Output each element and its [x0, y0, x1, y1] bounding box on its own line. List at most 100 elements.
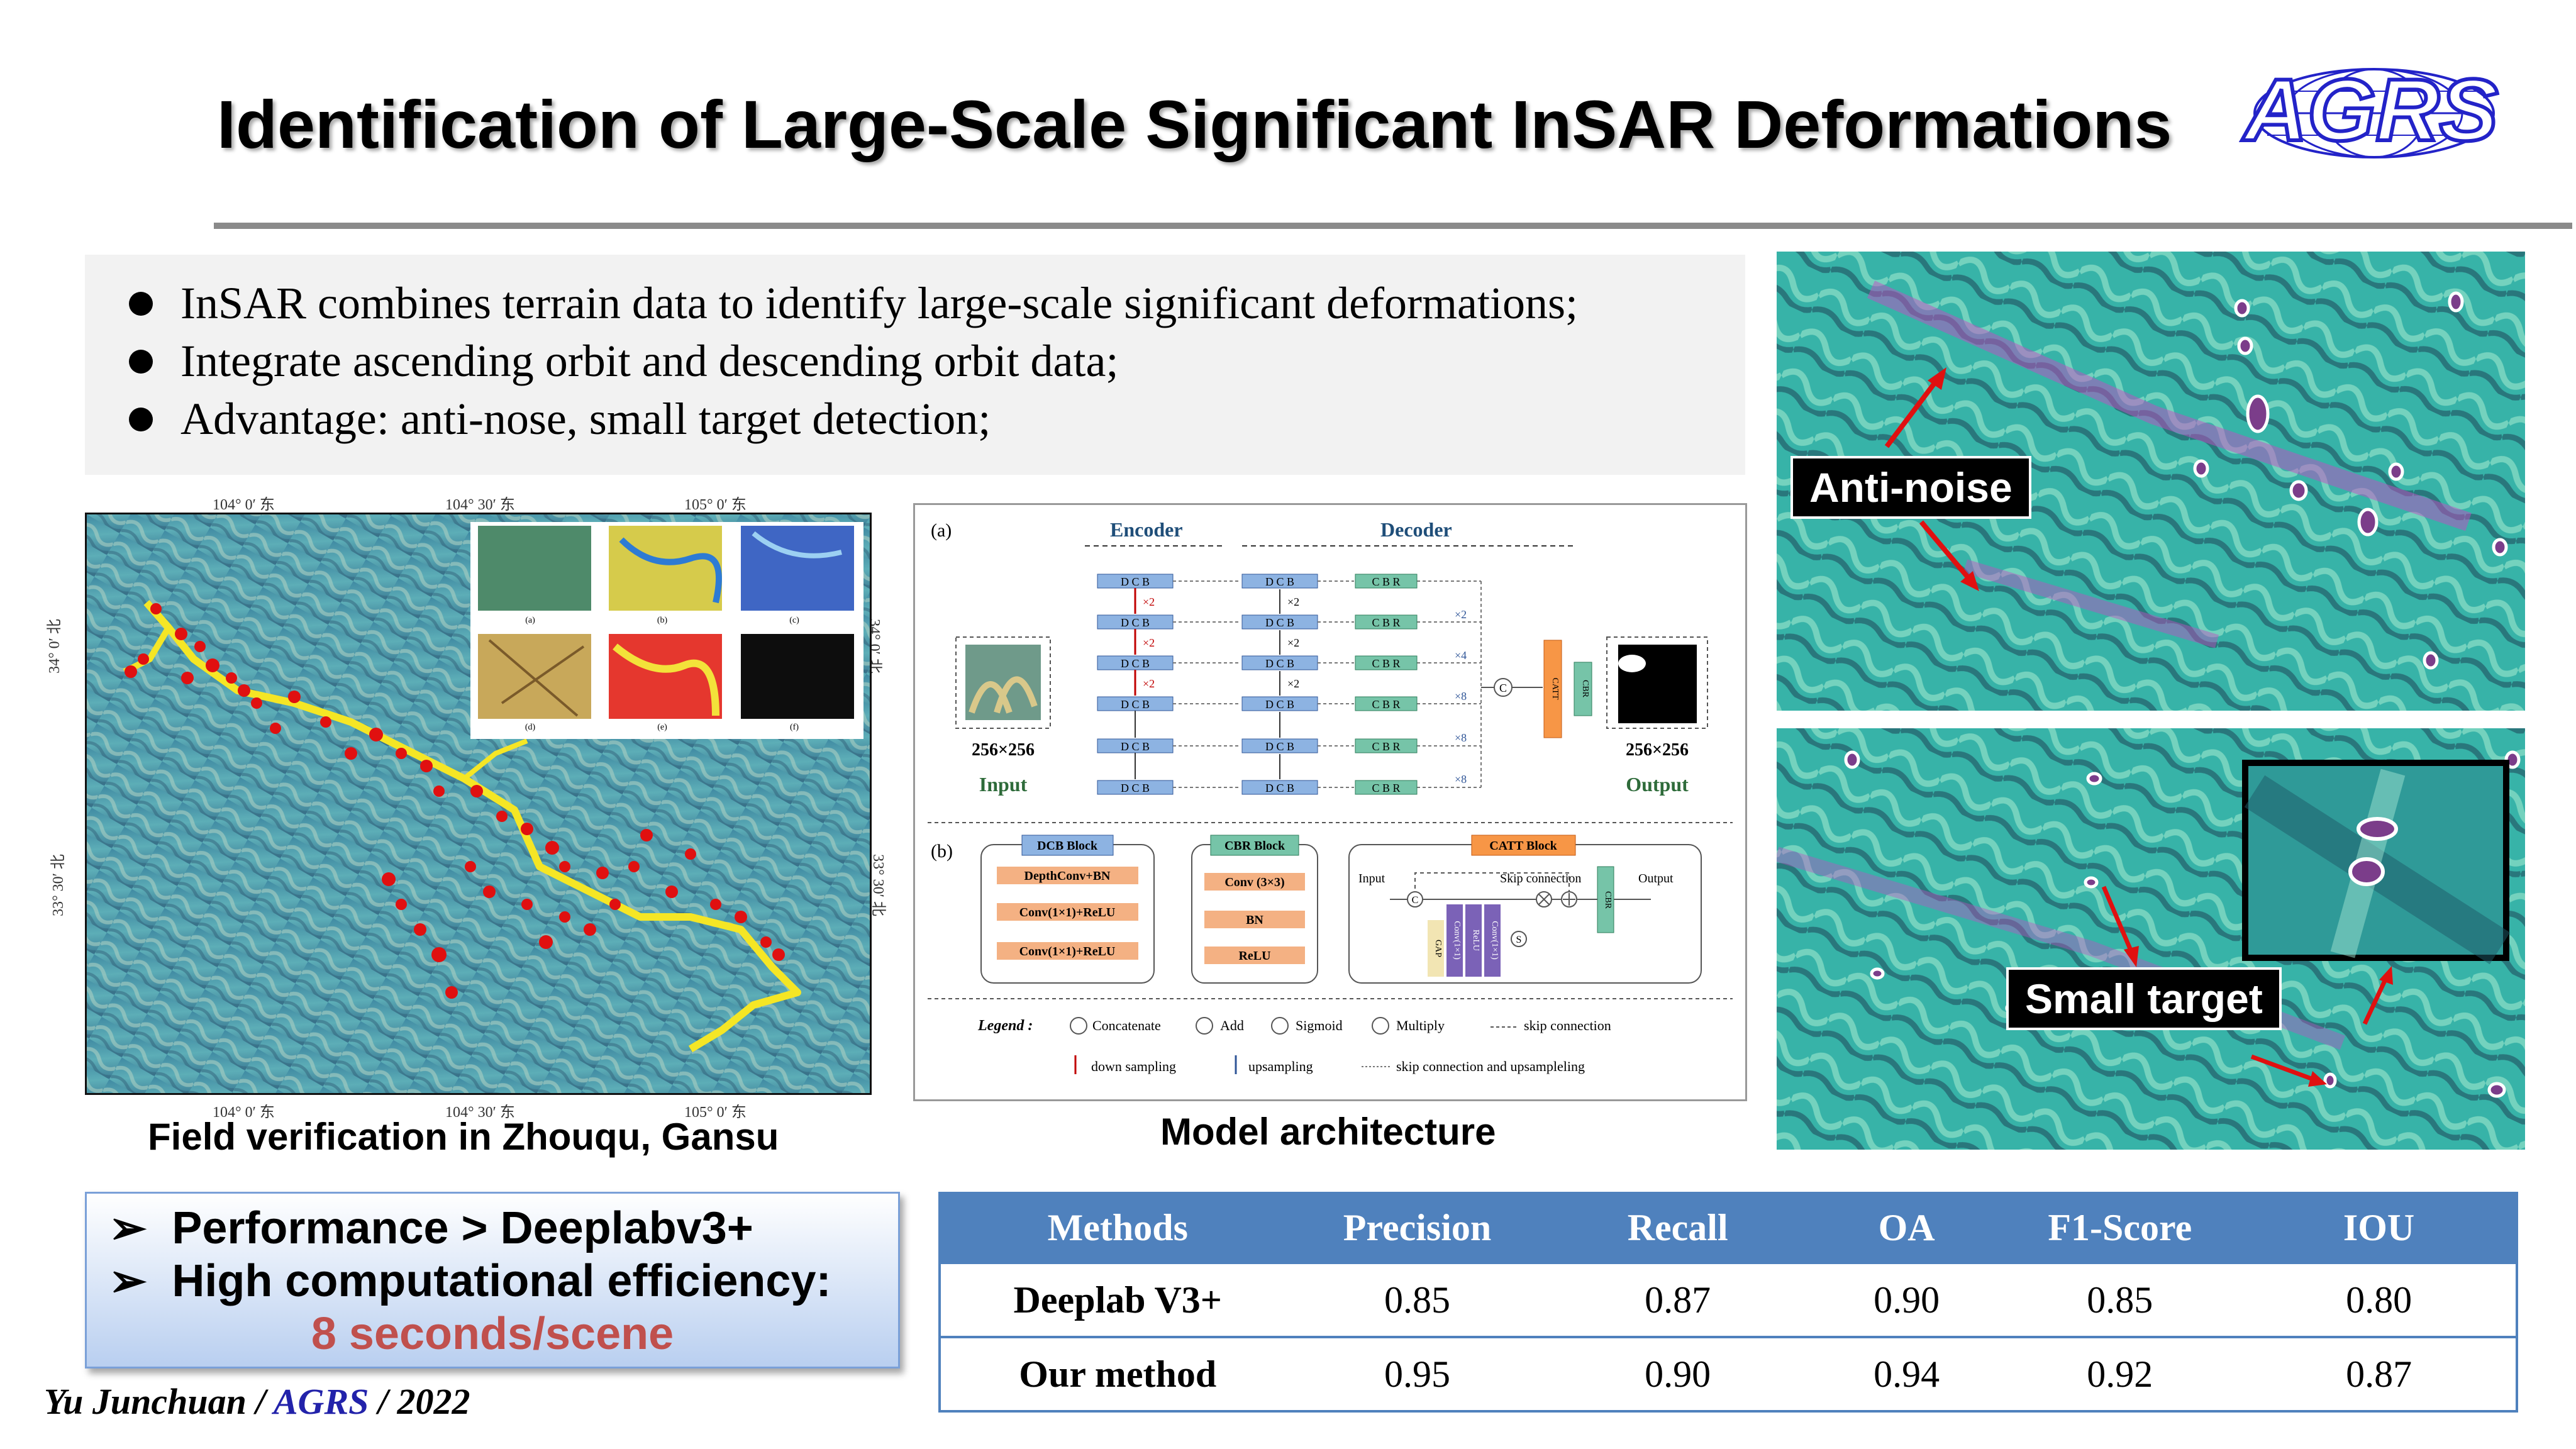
- table-row: Our method 0.95 0.90 0.94 0.92 0.87: [940, 1336, 2517, 1411]
- zhouqu-map: (a) (b) (c) (d) (e) (f): [85, 513, 872, 1095]
- precision-cell: 0.85: [1294, 1262, 1540, 1337]
- header-precision: Precision: [1294, 1193, 1540, 1263]
- header-iou: IOU: [2242, 1193, 2517, 1263]
- svg-text:×2: ×2: [1143, 677, 1155, 690]
- architecture-caption: Model architecture: [1160, 1111, 1496, 1153]
- output-label: Output: [1626, 773, 1689, 796]
- svg-text:C B R: C B R: [1372, 616, 1400, 629]
- svg-text:×8: ×8: [1455, 731, 1467, 744]
- map-bottom-tick: 105° 0′ 东: [684, 1104, 747, 1121]
- map-caption: Field verification in Zhouqu, Gansu: [148, 1116, 779, 1158]
- logo-text: AGRS: [2242, 60, 2498, 159]
- svg-text:DCB Block: DCB Block: [1037, 839, 1098, 853]
- performance-speed: 8 seconds/scene: [311, 1309, 674, 1359]
- svg-text:C B R: C B R: [1372, 740, 1400, 753]
- svg-text:BN: BN: [1246, 913, 1263, 927]
- page-title: Identification of Large-Scale Significan…: [217, 86, 2172, 162]
- panel-a-label: (a): [931, 520, 952, 541]
- iou-cell: 0.80: [2242, 1262, 2517, 1337]
- method-cell: Deeplab V3+: [940, 1262, 1295, 1337]
- method-cell: Our method: [940, 1336, 1295, 1411]
- bullet-item-1: InSAR combines terrain data to identify …: [129, 277, 1578, 330]
- svg-text:upsampling: upsampling: [1248, 1058, 1313, 1074]
- map-bottom-tick: 104° 0′ 东: [213, 1104, 275, 1121]
- svg-text:Conv(1×1)+ReLU: Conv(1×1)+ReLU: [1019, 945, 1116, 958]
- svg-text:Multiply: Multiply: [1396, 1018, 1445, 1033]
- skip-connections: [1173, 580, 1482, 788]
- architecture-legend: Legend : Concatenate Add Sigmoid Multipl…: [977, 1017, 1611, 1074]
- svg-text:CBR: CBR: [1580, 680, 1590, 698]
- svg-text:Legend :: Legend :: [977, 1018, 1033, 1034]
- input-image: [965, 645, 1041, 720]
- zoom-inset: [2242, 760, 2511, 965]
- bullet-item-2: Integrate ascending orbit and descending…: [129, 335, 1118, 387]
- performance-summary: ➢ Performance > Deeplabv3+ ➢ High comput…: [85, 1192, 900, 1368]
- recall-cell: 0.90: [1540, 1336, 1816, 1411]
- decoder-dcb-column: D C B D C B D C B D C B D C B D C B ×2 ×…: [1241, 574, 1318, 795]
- header-f1: F1-Score: [1997, 1193, 2243, 1263]
- cbr-vertical-box: [1574, 662, 1592, 716]
- svg-text:C B R: C B R: [1372, 782, 1400, 794]
- svg-text:S: S: [1516, 935, 1522, 945]
- map-bottom-tick: 104° 30′ 东: [445, 1104, 515, 1121]
- inset-label: (f): [790, 723, 799, 732]
- svg-text:Output: Output: [1638, 872, 1674, 886]
- dcb-block-detail: DCB Block DepthConv+BN Conv(1×1)+ReLU Co…: [980, 835, 1155, 984]
- svg-text:D C B: D C B: [1121, 657, 1150, 670]
- svg-text:×2: ×2: [1287, 636, 1299, 649]
- svg-text:DepthConv+BN: DepthConv+BN: [1024, 869, 1111, 883]
- svg-text:D C B: D C B: [1265, 616, 1294, 629]
- bullet-item-3: Advantage: anti-nose, small target detec…: [129, 393, 991, 445]
- output-size: 256×256: [1626, 740, 1689, 760]
- svg-text:D C B: D C B: [1265, 698, 1294, 711]
- agrs-logo: AGRS: [2240, 60, 2500, 161]
- model-architecture-diagram: (a) Encoder Decoder 256×256 Input D C B …: [913, 503, 1747, 1101]
- performance-line-1: ➢ Performance > Deeplabv3+: [109, 1203, 753, 1253]
- svg-text:GAP: GAP: [1433, 940, 1443, 957]
- small-target-svg: [1777, 728, 2525, 1150]
- svg-text:Conv(1×1)+ReLU: Conv(1×1)+ReLU: [1019, 906, 1116, 919]
- svg-text:D C B: D C B: [1265, 657, 1294, 670]
- bullet-panel: InSAR combines terrain data to identify …: [85, 255, 1745, 475]
- inset-label: (d): [525, 723, 536, 732]
- svg-text:×2: ×2: [1455, 608, 1467, 621]
- inset-label: (a): [525, 616, 535, 625]
- svg-text:CATT: CATT: [1550, 678, 1560, 700]
- svg-text:D C B: D C B: [1121, 740, 1150, 753]
- svg-text:×8: ×8: [1455, 690, 1467, 702]
- upsampling-labels: ×2 ×4 ×8 ×8 ×8: [1455, 608, 1467, 786]
- title-divider: [214, 223, 2572, 229]
- svg-text:×8: ×8: [1455, 773, 1467, 786]
- map-svg: (a) (b) (c) (d) (e) (f): [87, 514, 870, 1093]
- svg-text:Skip connection: Skip connection: [1500, 872, 1581, 886]
- svg-text:×2: ×2: [1287, 677, 1299, 690]
- results-table: Methods Precision Recall OA F1-Score IOU…: [938, 1192, 2518, 1413]
- map-right-tick: 33° 30′ 北: [869, 854, 886, 916]
- architecture-svg: (a) Encoder Decoder 256×256 Input D C B …: [928, 518, 1733, 1074]
- svg-text:D C B: D C B: [1265, 575, 1294, 588]
- svg-text:ReLU: ReLU: [1238, 949, 1270, 963]
- inset-label: (c): [789, 616, 799, 625]
- cbr-block-detail: CBR Block Conv (3×3) BN ReLU: [1191, 835, 1318, 984]
- svg-text:D C B: D C B: [1121, 782, 1150, 794]
- svg-text:D C B: D C B: [1121, 698, 1150, 711]
- svg-text:Concatenate: Concatenate: [1092, 1018, 1161, 1033]
- svg-text:C B R: C B R: [1372, 657, 1400, 670]
- svg-text:C: C: [1412, 895, 1419, 906]
- bullet-dot-icon: [129, 408, 153, 432]
- arrow-bullet-icon: ➢: [109, 1203, 147, 1253]
- map-top-tick: 104° 0′ 东: [213, 497, 275, 513]
- inset-label: (b): [657, 616, 668, 625]
- table-row: Deeplab V3+ 0.85 0.87 0.90 0.85 0.80: [940, 1262, 2517, 1337]
- svg-text:Sigmoid: Sigmoid: [1296, 1018, 1343, 1033]
- header-recall: Recall: [1540, 1193, 1816, 1263]
- svg-text:down sampling: down sampling: [1091, 1058, 1176, 1074]
- svg-text:D C B: D C B: [1121, 575, 1150, 588]
- detected-targets: [2193, 291, 2508, 670]
- svg-text:D C B: D C B: [1121, 616, 1150, 629]
- decoder-label: Decoder: [1380, 518, 1452, 541]
- svg-text:CATT Block: CATT Block: [1489, 839, 1557, 853]
- anti-noise-label: Anti-noise: [1790, 456, 2031, 519]
- input-size: 256×256: [972, 740, 1035, 760]
- table-header-row: Methods Precision Recall OA F1-Score IOU: [940, 1193, 2517, 1263]
